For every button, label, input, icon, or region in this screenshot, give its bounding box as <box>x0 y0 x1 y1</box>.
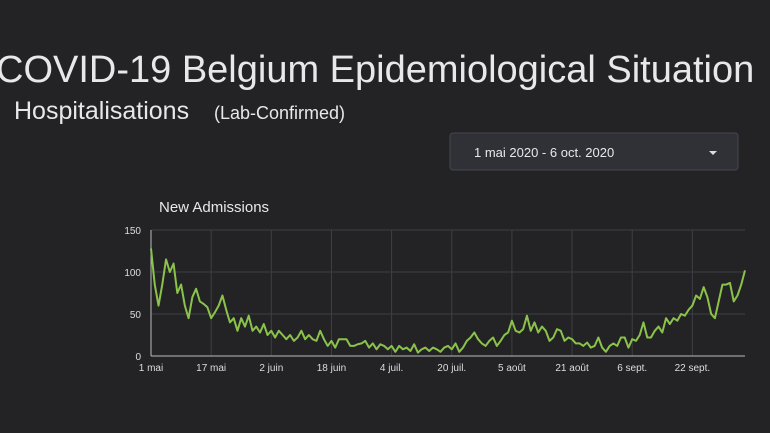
section-title: Hospitalisations <box>14 97 189 125</box>
date-picker[interactable]: 1 mai 2020 - 6 oct. 2020 <box>449 132 739 171</box>
x-tick-label: 17 mai <box>196 363 226 374</box>
dropdown-arrow[interactable] <box>709 151 717 155</box>
page-title: COVID-19 Belgium Epidemiological Situati… <box>0 49 754 91</box>
chart-title: New Admissions <box>159 199 269 216</box>
x-tick-label: 6 sept. <box>617 363 647 374</box>
x-tick-label: 1 mai <box>139 363 163 374</box>
y-tick-label: 150 <box>124 226 141 237</box>
date-picker-box[interactable] <box>449 132 739 171</box>
x-tick-label: 4 juil. <box>380 363 403 374</box>
x-tick-label: 20 juil. <box>437 363 466 374</box>
section-note: (Lab-Confirmed) <box>214 103 345 123</box>
data-line <box>150 248 746 354</box>
x-tick-label: 22 sept. <box>675 363 711 374</box>
x-tick-label: 5 août <box>498 363 526 374</box>
y-tick-label: 0 <box>135 352 141 363</box>
y-tick-label: 100 <box>124 268 141 279</box>
x-tick-label: 18 juin <box>317 363 346 374</box>
plot: 1 mai 17 mai 2 juin 18 juin 4 juil. 20 juil. 5… <box>124 226 746 374</box>
x-tick-label: 2 juin <box>259 363 283 374</box>
y-tick-label: 50 <box>130 310 142 321</box>
x-tick-label: 21 août <box>555 363 589 374</box>
date-range[interactable]: 1 mai 2020 - 6 oct. 2020 <box>474 145 614 160</box>
